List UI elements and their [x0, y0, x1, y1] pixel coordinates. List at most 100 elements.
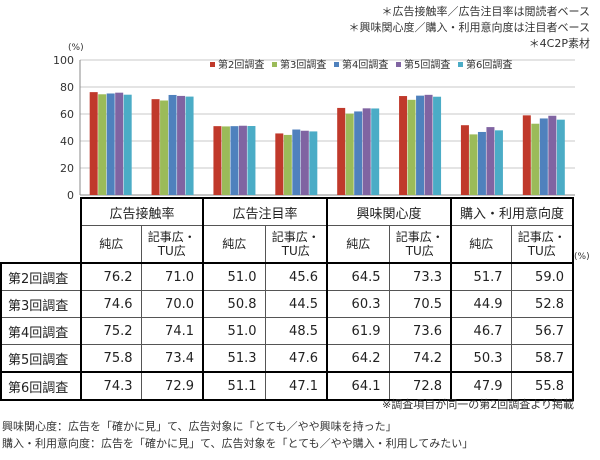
sub-header: 記事広・ TU広 [140, 225, 204, 264]
bar [292, 129, 301, 195]
legend-swatch [334, 62, 339, 67]
table-cell: 70.5 [388, 290, 452, 318]
row-label: 第6回調査 [0, 371, 82, 401]
table-row: 第6回調査 74.3 72.9 51.1 47.1 64.1 72.8 47.9 55.8 [0, 371, 574, 401]
bar [123, 94, 132, 195]
table-cell: 45.6 [264, 262, 328, 291]
bar [230, 126, 239, 195]
sub-header: 純広 [202, 225, 266, 264]
table-cell: 71.0 [140, 262, 204, 291]
table-cell: 64.5 [326, 262, 390, 291]
bar [115, 92, 124, 195]
table-cell: 50.3 [450, 344, 512, 373]
y-unit-label: (%) [68, 43, 84, 53]
table-cell: 73.4 [140, 344, 204, 373]
bar [416, 95, 425, 195]
table-cell: 51.3 [202, 344, 266, 373]
table-cell: 72.9 [140, 371, 204, 401]
table-cell: 52.8 [510, 290, 574, 318]
table-cell: 58.7 [510, 344, 574, 373]
table-cell: 44.9 [450, 290, 512, 318]
table-cell: 51.0 [202, 317, 266, 345]
table-cell: 74.1 [140, 317, 204, 345]
y-tick-label: 60 [60, 108, 74, 121]
bar [283, 134, 292, 195]
table-cell: 64.1 [326, 371, 390, 401]
bar-chart: (%) 0 20 40 60 80 100 第2回調査 第3回調査 第4回調査 第5回調査 第6回調査 [53, 43, 575, 200]
bar [89, 92, 98, 195]
table-corner-sub [1, 226, 81, 264]
y-tick-label: 40 [60, 135, 74, 148]
bar [168, 94, 177, 195]
y-tick-label: 0 [67, 189, 74, 200]
table-cell: 51.7 [450, 262, 512, 291]
bar [407, 99, 416, 195]
table-body: 第2回調査 76.2 71.0 51.0 45.6 64.5 73.3 51.7 59.0 第3回… [0, 262, 574, 401]
bar [494, 130, 503, 195]
group-header-contact: 広告接触率 [80, 197, 204, 226]
bar [238, 125, 247, 195]
bar [247, 126, 256, 195]
note-material: ＊4C2P素材 [528, 37, 590, 50]
bar [337, 107, 346, 195]
legend-label: 第3回調査 [280, 58, 326, 71]
bar [433, 96, 442, 195]
bar [354, 111, 363, 195]
table-cell: 51.1 [202, 371, 266, 401]
table-cell: 73.6 [388, 317, 452, 345]
table-cell: 47.9 [450, 371, 512, 401]
row-label: 第5回調査 [0, 344, 82, 373]
table-sub-header-row: 純広 記事広・ TU広 純広 記事広・ TU広 純広 記事広・ TU広 純広 記事広・… [1, 225, 574, 264]
table-cell: 46.7 [450, 317, 512, 345]
table-row: 第3回調査 74.6 70.0 50.8 44.5 60.3 70.5 44.9 52.8 [0, 290, 574, 318]
bar [531, 123, 540, 195]
table-cell: 76.2 [80, 262, 142, 291]
table-cell: 55.8 [510, 371, 574, 401]
bar [300, 130, 309, 195]
bar [177, 95, 186, 195]
table-cell: 51.0 [202, 262, 266, 291]
legend-swatch [210, 62, 215, 67]
bar [106, 93, 115, 195]
table-cell: 60.3 [326, 290, 390, 318]
table-cell: 70.0 [140, 290, 204, 318]
table-cell: 61.9 [326, 317, 390, 345]
sub-header: 純広 [450, 225, 512, 264]
table-cell: 75.2 [80, 317, 142, 345]
bar [460, 125, 469, 195]
legend-swatch [396, 62, 401, 67]
table-cell: 48.5 [264, 317, 328, 345]
sub-header: 記事広・ TU広 [264, 225, 328, 264]
table-cell: 59.0 [510, 262, 574, 291]
footer-purchase-definition: 購入・利用意向度：広告を「確かに見」て、広告対象を「とても／やや購入・利用してみ… [2, 437, 474, 450]
footer-interest-definition: 興味関心度：広告を「確かに見」て、広告対象に「とても／やや興味を持った」 [2, 420, 397, 433]
legend-swatch [272, 62, 277, 67]
bar [213, 126, 222, 195]
bar [486, 127, 495, 195]
bar [424, 94, 433, 195]
y-tick-label: 100 [53, 54, 74, 67]
legend-label: 第5回調査 [404, 58, 450, 71]
table-cell: 75.8 [80, 344, 142, 373]
bar [371, 108, 380, 195]
table-cell: 74.3 [80, 371, 142, 401]
bar [522, 115, 531, 195]
table-cell: 74.2 [388, 344, 452, 373]
table-row: 第5回調査 75.8 73.4 51.3 47.6 64.2 74.2 50.3 58.7 [0, 344, 574, 373]
table-cell: 72.8 [388, 371, 452, 401]
table-corner [1, 198, 81, 226]
bar [399, 96, 408, 195]
bar [160, 100, 169, 195]
table-cell: 64.2 [326, 344, 390, 373]
bar [275, 133, 284, 195]
footer: 興味関心度：広告を「確かに見」て、広告対象に「とても／やや興味を持った」 購入・… [2, 418, 473, 452]
y-tick-label: 80 [60, 81, 74, 94]
table-row: 第2回調査 76.2 71.0 51.0 45.6 64.5 73.3 51.7 59.0 [0, 262, 574, 291]
row-label: 第3回調査 [0, 290, 82, 318]
sub-header: 記事広・ TU広 [388, 225, 452, 264]
bar [548, 115, 557, 195]
group-header-purchase: 購入・利用意向度 [450, 197, 574, 226]
table-cell: 74.6 [80, 290, 142, 318]
table-unit: (%) [574, 252, 590, 262]
notes: ＊広告接触率／広告注目率は閲読者ベース ＊興味関心度／購入・利用意向度は注目者ベ… [349, 4, 590, 52]
